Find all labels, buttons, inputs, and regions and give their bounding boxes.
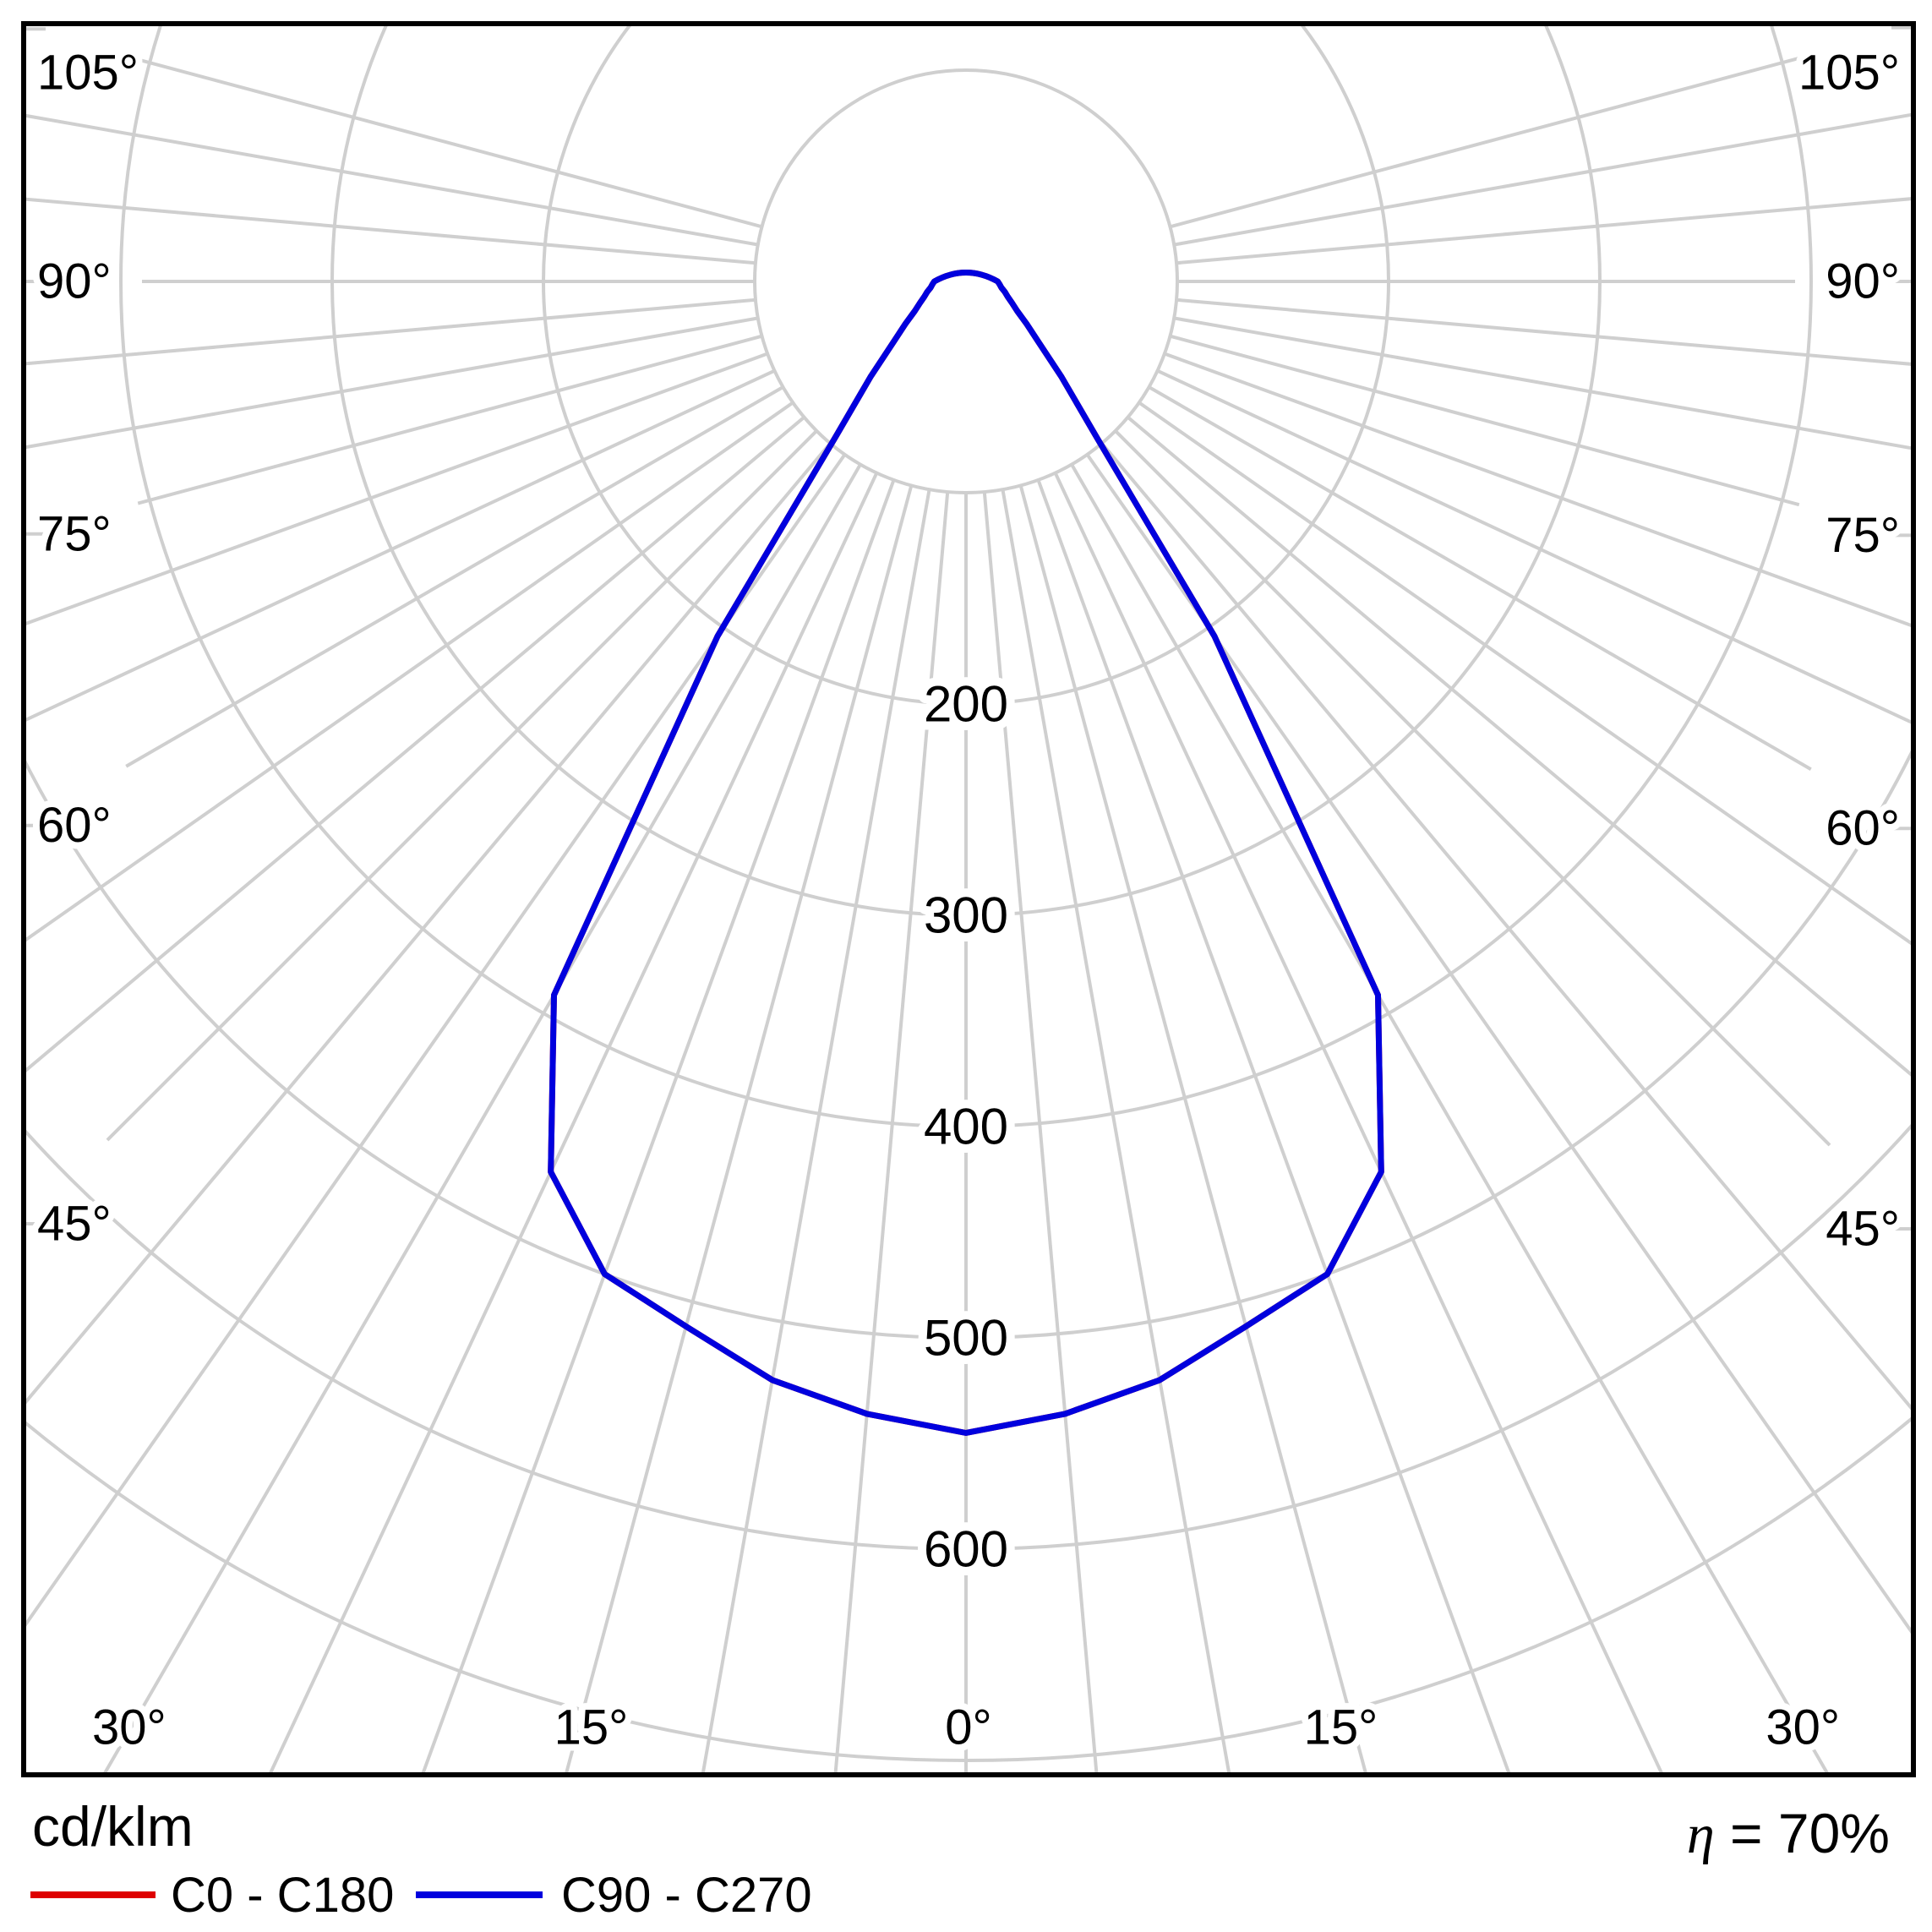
svg-text:75°: 75°: [1826, 508, 1900, 563]
svg-text:15°: 15°: [554, 1700, 629, 1755]
legend-label-c90-c270: C90 - C270: [561, 1868, 812, 1923]
svg-text:90°: 90°: [37, 254, 112, 309]
svg-text:75°: 75°: [37, 506, 112, 561]
svg-text:15°: 15°: [1304, 1700, 1378, 1755]
svg-text:30°: 30°: [92, 1700, 166, 1755]
svg-text:500: 500: [924, 1310, 1008, 1367]
svg-text:200: 200: [924, 676, 1008, 733]
efficiency-label: η = 70%: [1687, 1804, 1890, 1864]
svg-text:45°: 45°: [37, 1197, 112, 1252]
unit-label: cd/klm: [32, 1795, 194, 1858]
svg-text:60°: 60°: [37, 798, 112, 853]
eta-symbol: η: [1686, 1804, 1715, 1865]
legend-line-c0-c180: [30, 1891, 156, 1898]
eta-value: = 70%: [1714, 1802, 1890, 1864]
svg-text:90°: 90°: [1826, 254, 1900, 309]
svg-text:400: 400: [924, 1099, 1008, 1155]
svg-text:600: 600: [924, 1521, 1008, 1578]
svg-text:30°: 30°: [1766, 1700, 1840, 1755]
svg-text:105°: 105°: [37, 46, 139, 101]
svg-text:105°: 105°: [1798, 46, 1900, 101]
legend-label-c0-c180: C0 - C180: [171, 1868, 395, 1923]
svg-text:45°: 45°: [1826, 1202, 1900, 1257]
svg-text:60°: 60°: [1826, 801, 1900, 856]
svg-text:0°: 0°: [945, 1700, 991, 1755]
svg-text:300: 300: [924, 887, 1008, 944]
legend-line-c90-c270: [416, 1891, 543, 1898]
